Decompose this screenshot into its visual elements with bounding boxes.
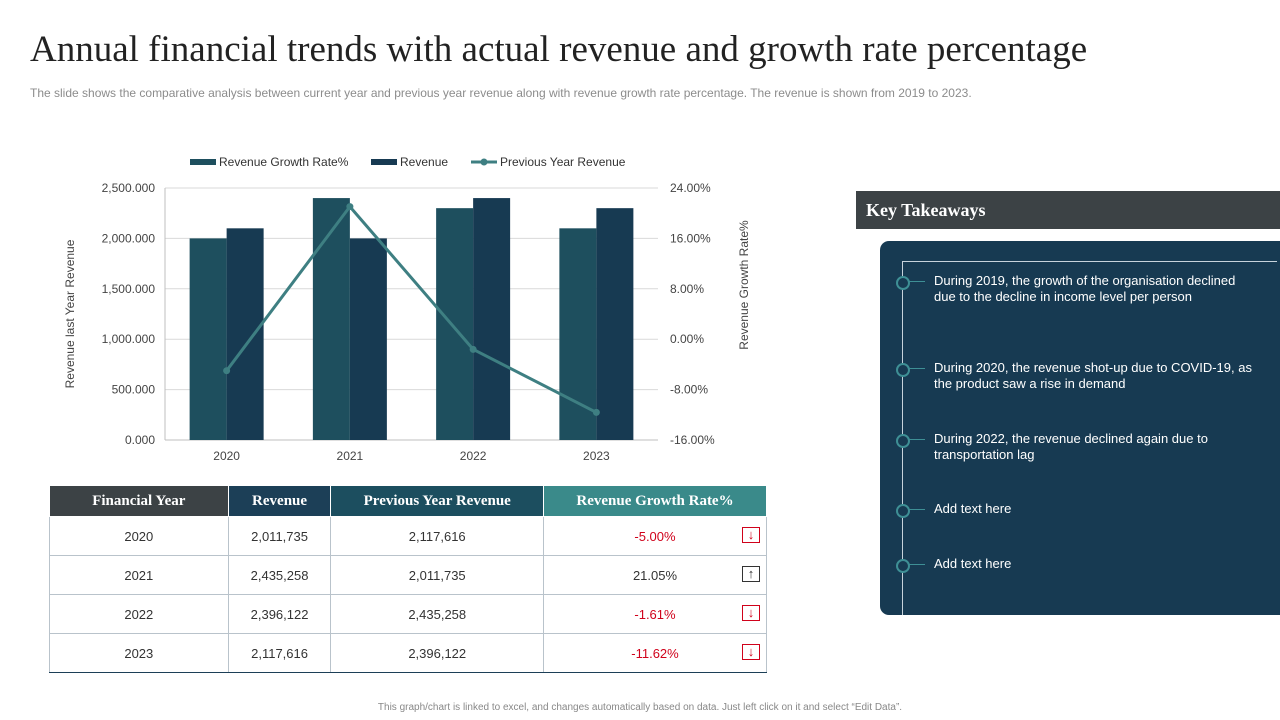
legend-label: Previous Year Revenue — [500, 155, 626, 169]
page-subtitle: The slide shows the comparative analysis… — [30, 86, 972, 100]
bar-revenue — [473, 198, 511, 440]
takeaway-text: During 2022, the revenue declined again … — [934, 431, 1208, 462]
bar-growth-rate — [189, 238, 227, 440]
table-row: 2021 2,435,258 2,011,735 21.05% ↑ — [49, 555, 767, 595]
bar-revenue — [226, 228, 264, 440]
connector-line — [909, 509, 925, 510]
line-point — [469, 345, 477, 353]
legend-marker — [480, 158, 488, 166]
right-tick-label: 0.00% — [670, 332, 704, 346]
timeline-dot-icon — [896, 559, 910, 573]
table-header-row: Financial Year Revenue Previous Year Rev… — [49, 485, 767, 517]
right-tick-label: 24.00% — [670, 181, 711, 195]
left-tick-label: 1,500.000 — [102, 282, 156, 296]
cell-previous-revenue: 2,435,258 — [330, 594, 544, 634]
cell-previous-revenue: 2,117,616 — [330, 516, 544, 556]
growth-rate-value: 21.05% — [632, 567, 678, 583]
cell-year: 2020 — [49, 516, 229, 556]
cell-revenue: 2,117,616 — [227, 633, 332, 673]
left-tick-label: 1,000.000 — [102, 332, 156, 346]
cell-previous-revenue: 2,011,735 — [330, 555, 544, 595]
cell-year: 2023 — [49, 633, 229, 673]
header-financial-year: Financial Year — [49, 485, 229, 517]
line-point — [223, 367, 231, 375]
takeaway-text: Add text here — [934, 501, 1012, 516]
right-tick-label: 8.00% — [670, 282, 704, 296]
x-tick-label: 2021 — [337, 449, 364, 463]
left-tick-label: 0.000 — [125, 433, 155, 447]
cell-previous-revenue: 2,396,122 — [330, 633, 544, 673]
cell-revenue: 2,435,258 — [227, 555, 332, 595]
connector-line — [909, 368, 925, 369]
x-tick-label: 2022 — [460, 449, 487, 463]
trend-arrow-icon: ↓ — [742, 605, 760, 621]
left-tick-label: 500.000 — [112, 383, 156, 397]
table-row: 2023 2,117,616 2,396,122 -11.62% ↓ — [49, 633, 767, 673]
growth-rate-value: -1.61% — [634, 606, 676, 622]
cell-growth-rate: -1.61% ↓ — [543, 594, 767, 634]
trend-arrow-icon: ↑ — [742, 566, 760, 582]
revenue-chart: 0.000 -16.00% 500.000 -8.00% 1,000.000 0.00% 1… — [63, 155, 750, 463]
table-row: 2020 2,011,735 2,117,616 -5.00% ↓ — [49, 516, 767, 556]
cell-revenue: 2,396,122 — [227, 594, 332, 634]
header-previous-year-revenue: Previous Year Revenue — [330, 485, 544, 517]
bar-growth-rate — [559, 228, 597, 440]
page-title: Annual financial trends with actual reve… — [30, 29, 1088, 70]
right-tick-label: 16.00% — [670, 231, 711, 245]
bar-revenue — [596, 208, 634, 440]
cell-growth-rate: 21.05% ↑ — [543, 555, 767, 595]
left-axis-title: Revenue last Year Revenue — [63, 239, 77, 388]
takeaway-text: Add text here — [934, 556, 1012, 571]
x-tick-label: 2023 — [583, 449, 610, 463]
previous-year-revenue-line — [225, 204, 598, 414]
growth-rate-value: -5.00% — [634, 528, 676, 544]
timeline-dot-icon — [896, 276, 910, 290]
line-point — [592, 408, 600, 416]
legend-swatch — [371, 159, 397, 165]
trend-arrow-icon: ↓ — [742, 644, 760, 660]
growth-rate-value: -11.62% — [631, 645, 679, 661]
key-takeaways-heading: Key Takeaways — [856, 191, 1280, 229]
timeline-dot-icon — [896, 504, 910, 518]
left-tick-label: 2,500.000 — [102, 181, 156, 195]
legend-label: Revenue — [400, 155, 448, 169]
takeaway-text: During 2020, the revenue shot-up due to … — [934, 360, 1252, 391]
timeline-dot-icon — [896, 434, 910, 448]
bar-revenue — [349, 238, 387, 440]
key-takeaways-panel: During 2019, the growth of the organisat… — [880, 241, 1280, 615]
cell-revenue: 2,011,735 — [227, 516, 332, 556]
takeaway-text: During 2019, the growth of the organisat… — [934, 273, 1236, 304]
left-tick-label: 2,000.000 — [102, 231, 156, 245]
cell-year: 2021 — [49, 555, 229, 595]
connector-line — [909, 439, 925, 440]
table-row: 2022 2,396,122 2,435,258 -1.61% ↓ — [49, 594, 767, 634]
cell-growth-rate: -11.62% ↓ — [543, 633, 767, 673]
trend-arrow-icon: ↓ — [742, 527, 760, 543]
line-point — [346, 203, 354, 211]
cell-year: 2022 — [49, 594, 229, 634]
x-tick-label: 2020 — [213, 449, 240, 463]
right-axis-title: Revenue Growth Rate% — [737, 220, 750, 350]
timeline-top-line — [902, 261, 1277, 262]
timeline-dot-icon — [896, 363, 910, 377]
connector-line — [909, 564, 925, 565]
bar-growth-rate — [436, 208, 474, 440]
right-tick-label: -8.00% — [670, 383, 708, 397]
cell-growth-rate: -5.00% ↓ — [543, 516, 767, 556]
legend-label: Revenue Growth Rate% — [219, 155, 349, 169]
bar-growth-rate — [312, 198, 350, 440]
legend-swatch — [190, 159, 216, 165]
header-revenue-growth-rate: Revenue Growth Rate% — [543, 485, 767, 517]
header-revenue: Revenue — [227, 485, 332, 517]
connector-line — [909, 281, 925, 282]
footer-note: This graph/chart is linked to excel, and… — [377, 702, 903, 713]
right-tick-label: -16.00% — [670, 433, 715, 447]
financial-table: Financial Year Revenue Previous Year Rev… — [49, 485, 767, 673]
